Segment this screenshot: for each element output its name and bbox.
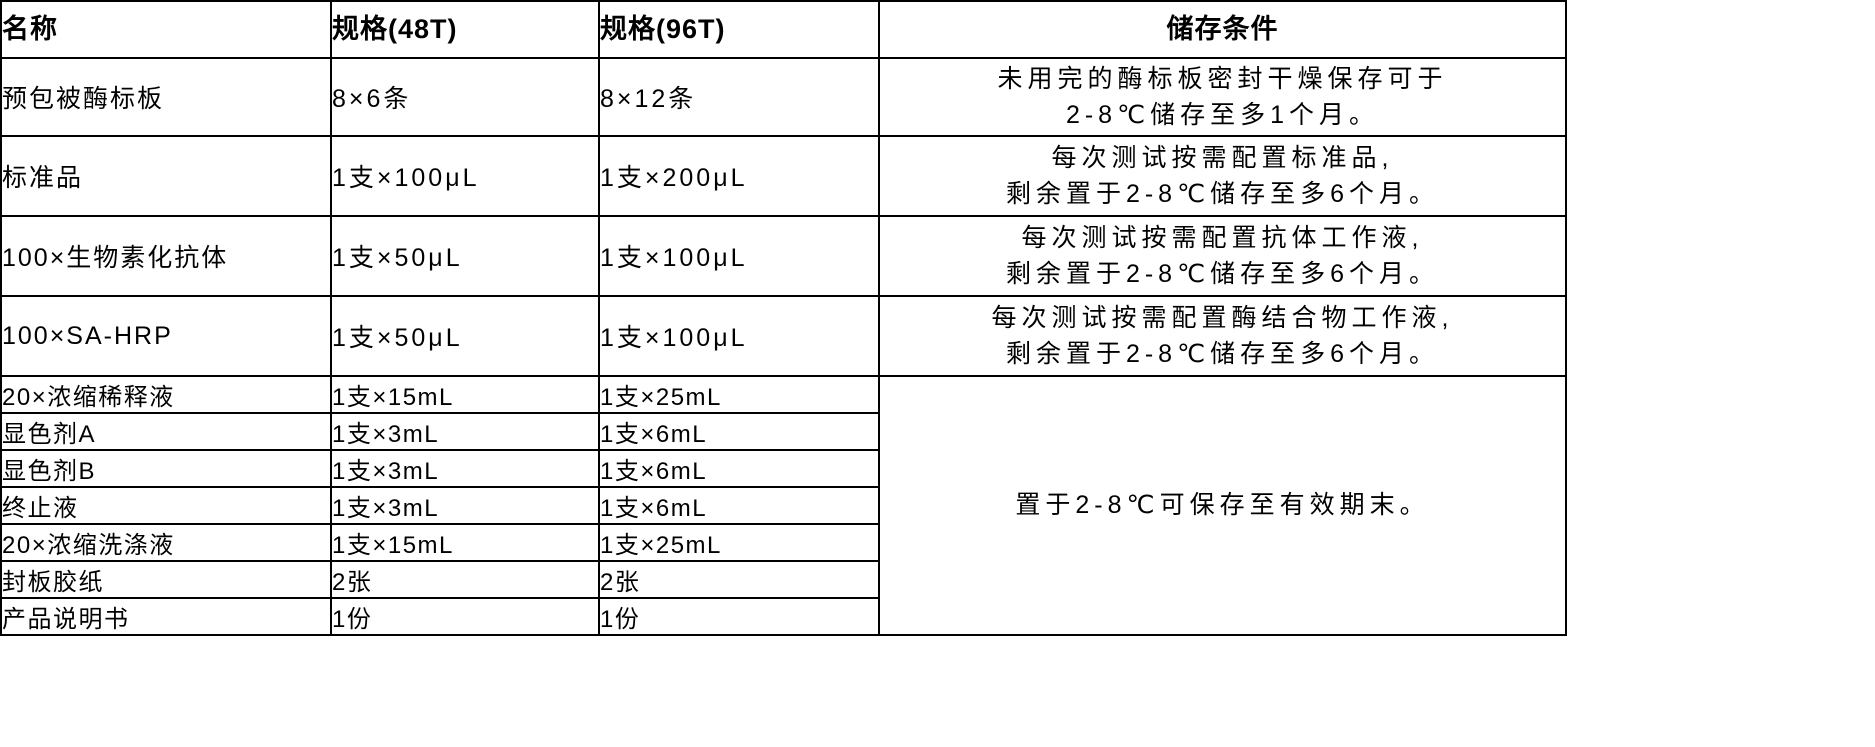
column-header-spec-96t: 规格(96T) <box>598 0 880 59</box>
cell-spec-48t: 8×6条 <box>330 57 600 137</box>
cell-storage-condition: 每次测试按需配置抗体工作液, 剩余置于2-8℃储存至多6个月。 <box>878 215 1567 297</box>
cell-component-name: 100×SA-HRP <box>0 295 332 377</box>
cell-component-name: 20×浓缩稀释液 <box>0 375 332 414</box>
cell-spec-96t: 1支×6mL <box>598 486 880 525</box>
storage-line: 剩余置于2-8℃储存至多6个月。 <box>1005 180 1440 208</box>
table-row: 20×浓缩洗涤液 1支×15mL 1支×25mL <box>0 523 1566 562</box>
cell-spec-96t: 1支×6mL <box>598 449 880 488</box>
cell-spec-48t: 1支×50μL <box>330 215 600 297</box>
cell-spec-96t: 1支×25mL <box>598 523 880 562</box>
storage-line: 剩余置于2-8℃储存至多6个月。 <box>1005 340 1440 368</box>
cell-spec-96t: 1支×25mL <box>598 375 880 414</box>
cell-spec-96t: 8×12条 <box>598 57 880 137</box>
table-row: 100×SA-HRP 1支×50μL 1支×100μL 每次测试按需配置酶结合物… <box>0 295 1567 377</box>
cell-spec-48t: 1支×50μL <box>330 295 600 377</box>
table-header-row: 名称 规格(48T) 规格(96T) 储存条件 <box>0 0 1567 59</box>
kit-components-table: 名称 规格(48T) 规格(96T) 储存条件 预包被酶标板 8×6条 8×12… <box>0 0 1567 636</box>
cell-storage-condition: 每次测试按需配置酶结合物工作液, 剩余置于2-8℃储存至多6个月。 <box>878 295 1567 377</box>
table-row: 显色剂A 1支×3mL 1支×6mL <box>0 412 1566 451</box>
cell-spec-96t: 1支×100μL <box>598 295 880 377</box>
storage-text-block: 每次测试按需配置标准品, 剩余置于2-8℃储存至多6个月。 <box>880 140 1565 213</box>
cell-component-name: 标准品 <box>0 135 332 217</box>
cell-component-name: 封板胶纸 <box>0 560 332 599</box>
column-header-storage-conditions: 储存条件 <box>878 0 1567 59</box>
cell-spec-48t: 2张 <box>330 560 600 599</box>
cell-spec-96t: 1支×6mL <box>598 412 880 451</box>
cell-component-name: 100×生物素化抗体 <box>0 215 332 297</box>
table-row: 显色剂B 1支×3mL 1支×6mL <box>0 449 1566 488</box>
table-row: 终止液 1支×3mL 1支×6mL <box>0 486 1566 525</box>
table-row: 产品说明书 1份 1份 <box>0 597 1566 636</box>
column-header-spec-48t: 规格(48T) <box>330 0 600 59</box>
table-row: 20×浓缩稀释液 1支×15mL 1支×25mL 置于2-8℃可保存至有效期末。 <box>0 375 1567 636</box>
cell-spec-96t: 2张 <box>598 560 880 599</box>
cell-spec-48t: 1支×3mL <box>330 486 600 525</box>
storage-text-block: 每次测试按需配置抗体工作液, 剩余置于2-8℃储存至多6个月。 <box>880 220 1565 293</box>
storage-line: 未用完的酶标板密封干燥保存可于 <box>997 64 1448 93</box>
cell-component-name: 预包被酶标板 <box>0 57 332 137</box>
cell-spec-96t: 1份 <box>598 597 880 636</box>
table-row: 预包被酶标板 8×6条 8×12条 未用完的酶标板密封干燥保存可于 2-8℃储存… <box>0 57 1567 137</box>
storage-text-block: 每次测试按需配置酶结合物工作液, 剩余置于2-8℃储存至多6个月。 <box>880 300 1565 373</box>
cell-spec-48t: 1份 <box>330 597 600 636</box>
cell-spec-48t: 1支×100μL <box>330 135 600 217</box>
cell-storage-condition-merged: 置于2-8℃可保存至有效期末。 <box>878 375 1567 636</box>
cell-spec-48t: 1支×15mL <box>330 375 600 414</box>
storage-line: 每次测试按需配置标准品, <box>1051 143 1394 172</box>
storage-line: 每次测试按需配置酶结合物工作液, <box>991 303 1454 332</box>
cell-spec-96t: 1支×100μL <box>598 215 880 297</box>
cell-component-name: 显色剂A <box>0 412 332 451</box>
cell-spec-48t: 1支×15mL <box>330 523 600 562</box>
storage-line: 每次测试按需配置抗体工作液, <box>1021 223 1424 252</box>
table-row: 100×生物素化抗体 1支×50μL 1支×100μL 每次测试按需配置抗体工作… <box>0 215 1567 297</box>
cell-component-name: 20×浓缩洗涤液 <box>0 523 332 562</box>
cell-storage-condition: 每次测试按需配置标准品, 剩余置于2-8℃储存至多6个月。 <box>878 135 1567 217</box>
cell-spec-96t: 1支×200μL <box>598 135 880 217</box>
table-row: 封板胶纸 2张 2张 <box>0 560 1566 599</box>
cell-spec-48t: 1支×3mL <box>330 412 600 451</box>
cell-component-name: 产品说明书 <box>0 597 332 636</box>
table-row: 标准品 1支×100μL 1支×200μL 每次测试按需配置标准品, 剩余置于2… <box>0 135 1567 217</box>
cell-component-name: 显色剂B <box>0 449 332 488</box>
cell-component-name: 终止液 <box>0 486 332 525</box>
cell-storage-condition: 未用完的酶标板密封干燥保存可于 2-8℃储存至多1个月。 <box>878 57 1567 137</box>
storage-line: 剩余置于2-8℃储存至多6个月。 <box>1005 260 1440 288</box>
column-header-name: 名称 <box>0 0 332 59</box>
storage-line: 2-8℃储存至多1个月。 <box>1065 101 1380 129</box>
cell-spec-48t: 1支×3mL <box>330 449 600 488</box>
storage-text-block: 未用完的酶标板密封干燥保存可于 2-8℃储存至多1个月。 <box>880 61 1565 134</box>
